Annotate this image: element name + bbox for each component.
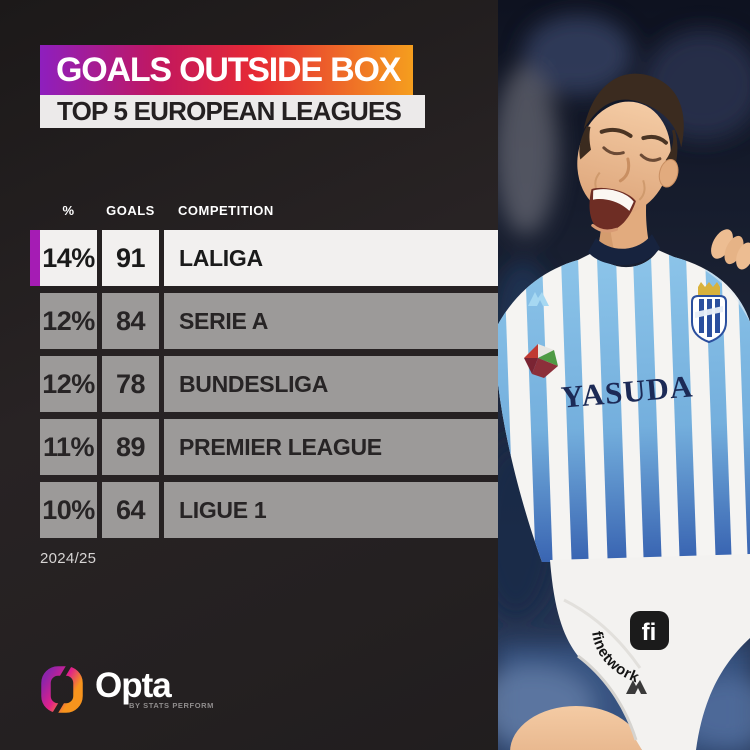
column-header-competition: COMPETITION — [178, 203, 274, 218]
pct-value: 12% — [40, 293, 97, 349]
table-row-bundesliga: 12% 78 BUNDESLIGA — [40, 356, 499, 412]
competition-name: BUNDESLIGA — [164, 356, 499, 412]
chest-sponsor-crest — [524, 344, 558, 378]
page-subtitle: TOP 5 EUROPEAN LEAGUES — [57, 96, 402, 126]
column-header-pct: % — [62, 203, 75, 218]
player-head — [577, 73, 684, 233]
goals-value: 91 — [102, 230, 159, 286]
club-badge — [691, 282, 727, 344]
competition-name: LIGUE 1 — [164, 482, 499, 538]
table-row-laliga: 14% 91 LALIGA — [30, 230, 499, 286]
table-row-serie-a: 12% 84 SERIE A — [40, 293, 499, 349]
shirt-collar — [588, 234, 660, 266]
opta-logo-icon — [41, 666, 83, 713]
macron-logo-shorts — [626, 680, 647, 694]
table-row-premier-league: 11% 89 PREMIER LEAGUE — [40, 419, 499, 475]
opta-wordmark: Opta — [95, 666, 172, 705]
subtitle-banner: TOP 5 EUROPEAN LEAGUES — [40, 95, 425, 128]
goals-value: 84 — [102, 293, 159, 349]
table-row-ligue-1: 10% 64 LIGUE 1 — [40, 482, 499, 538]
pct-value: 10% — [40, 482, 97, 538]
goals-value: 78 — [102, 356, 159, 412]
goals-value: 89 — [102, 419, 159, 475]
pct-value: 12% — [40, 356, 97, 412]
highlight-accent-bar — [30, 230, 40, 286]
title-banner: GOALS OUTSIDE BOX — [40, 45, 413, 95]
player-photo: YASUDA — [498, 0, 750, 750]
stats-perform-tagline: BY STATS PERFORM — [129, 701, 215, 710]
competition-name: SERIE A — [164, 293, 499, 349]
competition-name: LALIGA — [164, 230, 499, 286]
player-shorts — [550, 554, 750, 750]
player-thigh — [510, 706, 642, 750]
pct-value: 11% — [40, 419, 97, 475]
teammate-hand — [711, 229, 750, 270]
pct-value: 14% — [40, 230, 97, 286]
competition-name: PREMIER LEAGUE — [164, 419, 499, 475]
column-header-goals: GOALS — [106, 203, 155, 218]
season-label: 2024/25 — [40, 550, 97, 567]
page-title: GOALS OUTSIDE BOX — [56, 50, 401, 89]
macron-logo — [528, 292, 549, 306]
fi-monogram: fi — [642, 619, 657, 646]
goals-value: 64 — [102, 482, 159, 538]
